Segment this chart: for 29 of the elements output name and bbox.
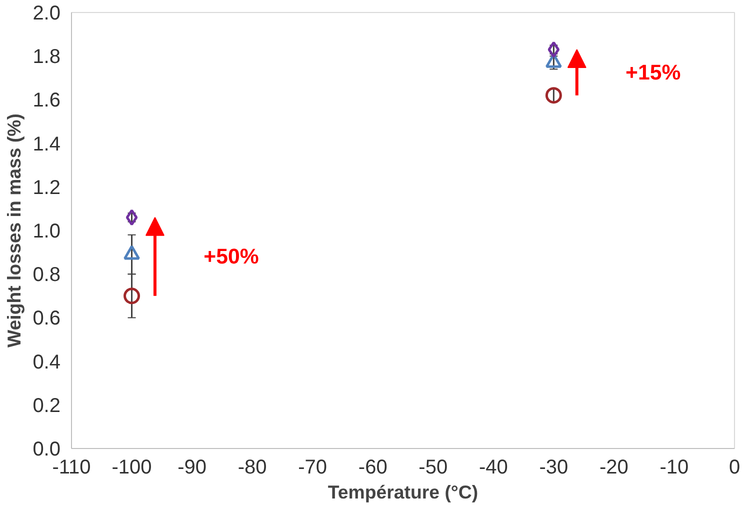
point bbox=[124, 288, 140, 304]
y-tick-label: 1.2 bbox=[32, 176, 61, 199]
y-tick-label: 1.6 bbox=[32, 90, 61, 112]
x-axis-title: Température (°C) bbox=[328, 482, 478, 502]
y-tick-label: 0.6 bbox=[32, 308, 61, 330]
point bbox=[545, 87, 562, 104]
y-axis-title: Weight losses in mass (%) bbox=[4, 114, 25, 348]
y-tick-label: 1.8 bbox=[32, 46, 61, 68]
x-tick-label: 0 bbox=[728, 456, 740, 478]
y-tick-label: 0.4 bbox=[32, 351, 61, 374]
point bbox=[126, 209, 138, 226]
x-tick-label: -30 bbox=[539, 456, 568, 478]
x-tick-label: -60 bbox=[358, 456, 388, 478]
y-tick-label: 1.0 bbox=[32, 220, 61, 242]
x-tick-label: -90 bbox=[178, 456, 206, 478]
x-tick-label: -10 bbox=[660, 456, 689, 478]
y-tick-label: 0.8 bbox=[32, 264, 61, 286]
point bbox=[548, 41, 560, 58]
y-tick-label: 2.0 bbox=[32, 2, 61, 24]
annotation: +15% bbox=[626, 60, 681, 84]
x-tick-label: -50 bbox=[418, 456, 448, 478]
x-tick-label: -20 bbox=[600, 456, 628, 478]
x-tick-label: -100 bbox=[112, 456, 152, 478]
x-tick-label: -40 bbox=[478, 456, 508, 478]
x-tick-label: -70 bbox=[298, 456, 328, 478]
x-tick-label: -80 bbox=[238, 456, 267, 478]
y-tick-label: 1.4 bbox=[32, 133, 61, 156]
y-tick-label: 0.2 bbox=[32, 394, 61, 417]
annotation: +50% bbox=[204, 244, 259, 269]
